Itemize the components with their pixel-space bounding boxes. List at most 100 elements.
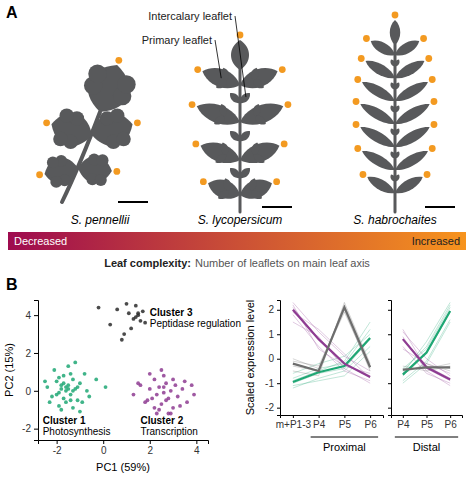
cluster-label: Photosynthesis (43, 426, 111, 437)
leaflet-marker (189, 101, 196, 108)
scale-bar (118, 201, 148, 203)
tick-label: 0 (101, 445, 107, 456)
leaflet-marker (194, 66, 201, 73)
leaflet-lobe (116, 132, 131, 147)
point (183, 379, 187, 383)
lines (293, 302, 370, 388)
tick: 0 (268, 353, 280, 364)
leaflet-marker (192, 141, 199, 148)
gene-line (293, 305, 370, 374)
leaflet (249, 188, 264, 202)
leaflet (237, 128, 252, 143)
y-axis-line (388, 301, 392, 416)
median-line (403, 367, 450, 369)
leaflet (392, 99, 432, 128)
tick: 2 (25, 348, 38, 359)
callout-leader (215, 40, 221, 78)
leaflet-lobe (50, 176, 62, 188)
y-axis: -2-1012 (265, 301, 280, 416)
point (160, 368, 164, 372)
leaflet-marker (429, 76, 436, 83)
point (76, 398, 80, 402)
y-axis-title: Scaled expression level (244, 300, 256, 416)
tick: 0 (25, 386, 38, 397)
tick (388, 359, 391, 360)
leaflet (393, 127, 401, 136)
leaflet-marker (134, 119, 141, 126)
tick-mark (388, 383, 391, 384)
point (59, 387, 63, 391)
point (176, 395, 180, 399)
tick: P6 (365, 415, 378, 430)
leaflet (251, 77, 266, 91)
tick-mark (388, 334, 391, 335)
leaflet (393, 104, 401, 113)
point (78, 410, 82, 414)
x-axis-line (281, 416, 384, 419)
leaflet (393, 173, 401, 182)
gene-line (293, 302, 370, 375)
tick: 2 (147, 440, 153, 456)
leaflet-lobe (59, 108, 74, 123)
point (125, 302, 129, 306)
leaflet-lobe (97, 154, 109, 166)
leaflet-marker (113, 168, 120, 175)
leaflet-lobe (110, 108, 125, 123)
point (76, 385, 80, 389)
leaflet (237, 165, 252, 180)
point (171, 406, 175, 410)
leaflet-marker (281, 141, 288, 148)
point (62, 374, 66, 378)
leaflet-lobe (47, 156, 59, 168)
median-line (403, 311, 450, 375)
tick-mark (34, 391, 38, 392)
point (190, 383, 194, 387)
tick-mark (57, 440, 58, 444)
leaflet (42, 155, 80, 187)
median-line (293, 307, 370, 371)
leaflet-marker (36, 171, 43, 178)
point (59, 408, 63, 412)
leaflet-marker (429, 145, 436, 152)
point (104, 385, 108, 389)
lines (403, 302, 450, 385)
tick-mark (293, 415, 294, 418)
leaflet (253, 113, 268, 127)
leaflet (393, 58, 401, 67)
leaflet (392, 36, 421, 59)
leaflet-marker (354, 76, 361, 83)
point (148, 387, 152, 391)
point (134, 304, 138, 308)
leaflet (359, 146, 397, 174)
point (69, 372, 73, 376)
point (164, 381, 168, 385)
point (83, 372, 87, 376)
leaflet (220, 67, 231, 81)
tick: P4 (397, 415, 410, 430)
leaflet-marker (363, 35, 370, 42)
point (55, 393, 59, 397)
y-axis-title: PC2 (15%) (3, 343, 15, 397)
leaflet-dots (36, 12, 437, 185)
leaflet (222, 177, 233, 191)
tick-mark (277, 359, 280, 360)
leaflet (250, 67, 261, 81)
point (64, 400, 68, 404)
tick (388, 408, 391, 409)
tick: P6 (445, 415, 458, 430)
tick-label: 2 (147, 445, 153, 456)
leaflet-marker (279, 66, 286, 73)
point (136, 311, 140, 315)
gene-line (403, 337, 450, 386)
tick-label: m+P1-3 (276, 419, 312, 430)
tick-mark (277, 383, 280, 384)
point (162, 391, 166, 395)
leaflet (358, 99, 398, 128)
leaflet (358, 122, 398, 151)
panel-letter: B (6, 276, 18, 293)
tick-mark (34, 315, 38, 316)
leaflet (205, 175, 243, 204)
tick: -2 (53, 440, 62, 456)
point (69, 393, 73, 397)
tick-label: -2 (22, 423, 31, 434)
